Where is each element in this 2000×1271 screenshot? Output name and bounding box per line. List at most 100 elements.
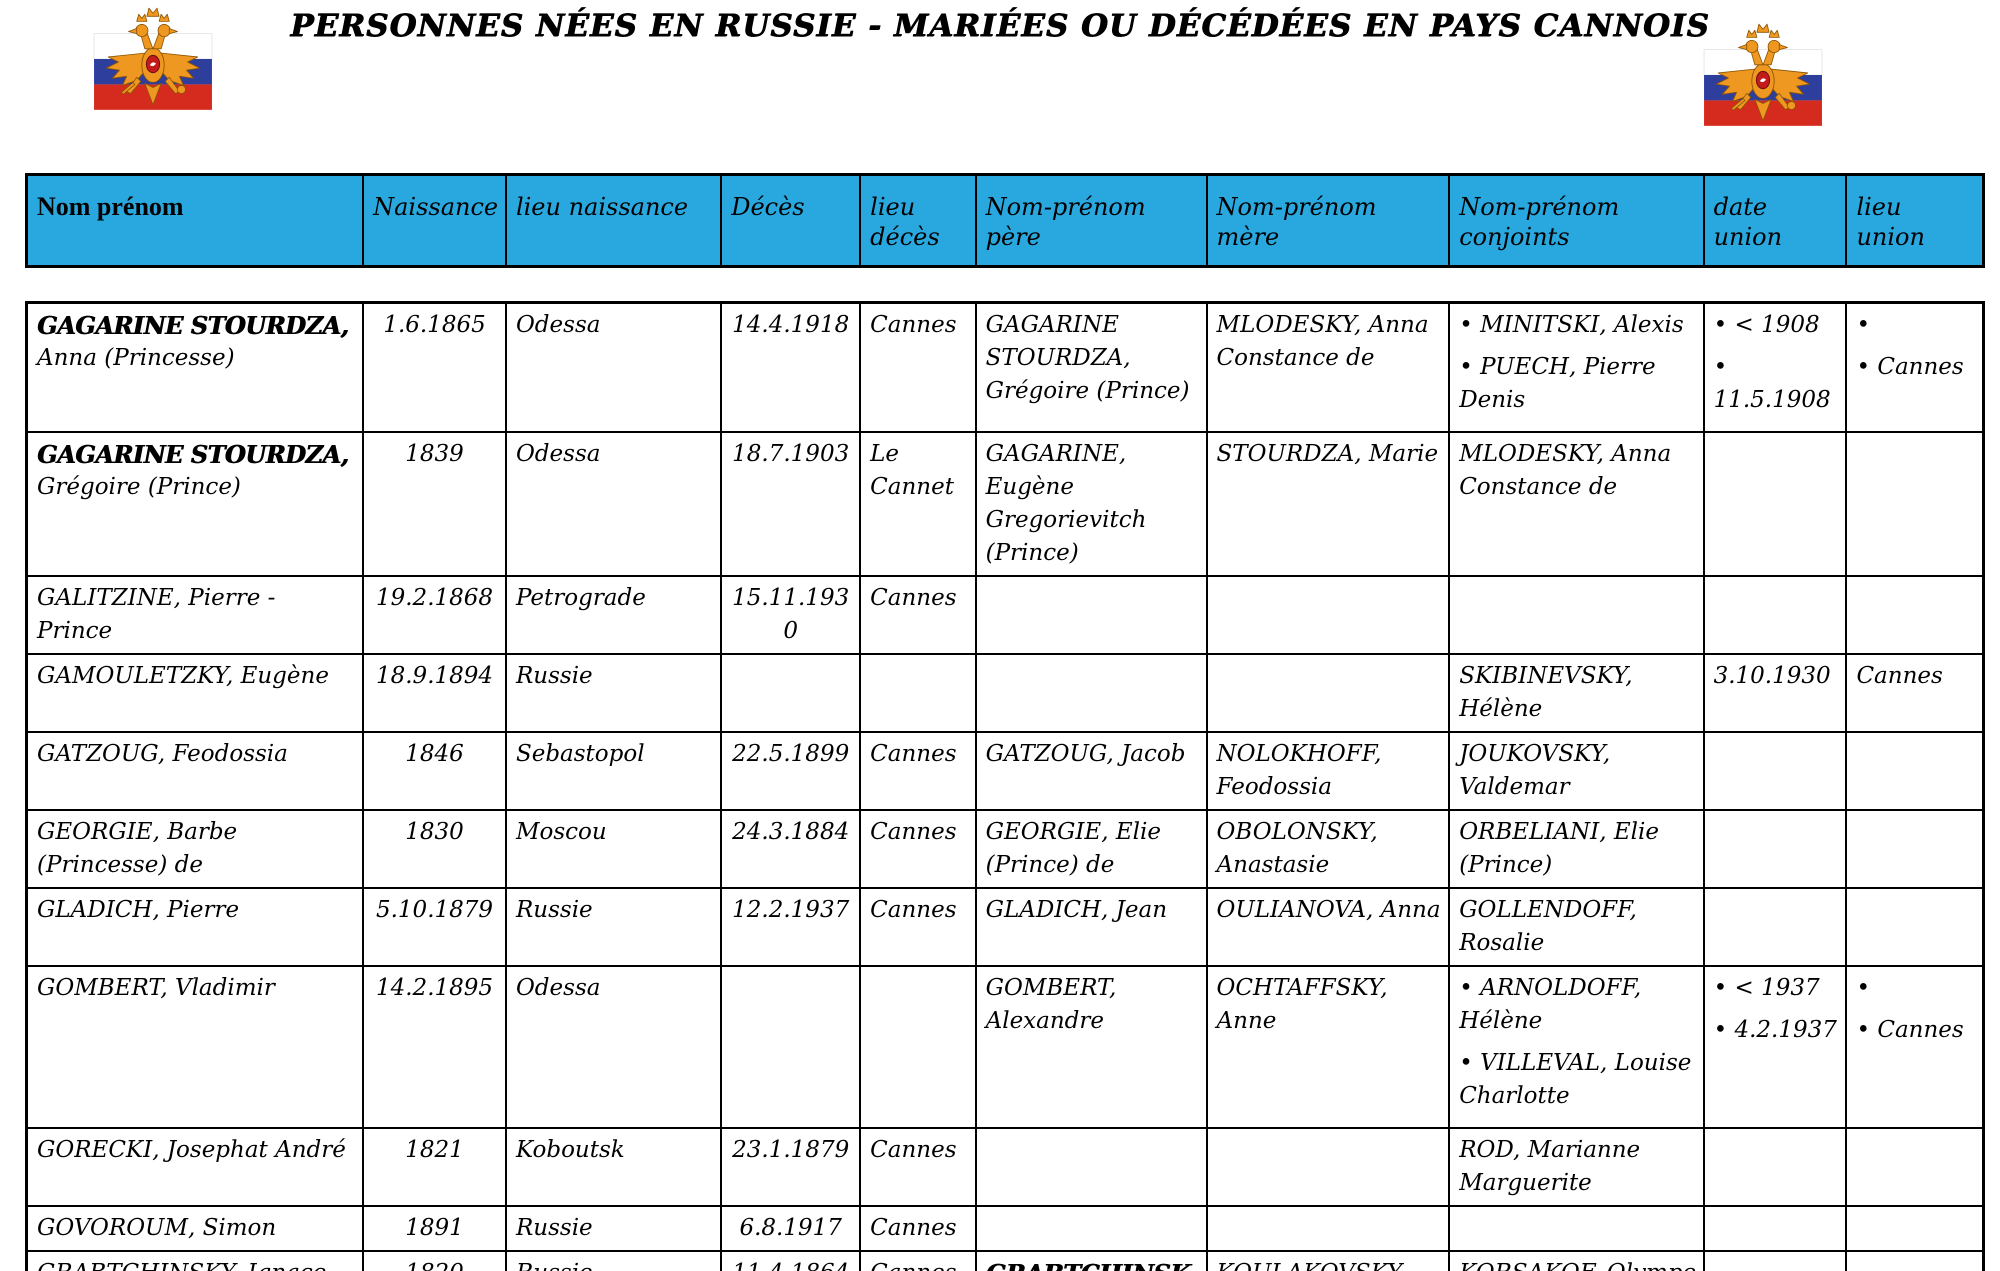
cell-mere: KOULAKOVSKY, Marie: [1205, 1250, 1451, 1271]
cell-deces: 24.3.1884: [720, 809, 862, 889]
naissance-text: 1891: [405, 1215, 464, 1241]
cell-lieu_naissance: Russie: [504, 1205, 723, 1252]
lieu_deces-text: Cannes: [870, 585, 957, 611]
cell-lieu_union: [1845, 809, 1985, 889]
cell-pere: [974, 1127, 1208, 1207]
mere-text: OCHTAFFSKY, Anne: [1216, 975, 1388, 1034]
cell-lieu_union: Cannes: [1845, 301, 1985, 433]
cell-date_union: [1702, 575, 1848, 655]
cell-lieu_deces: [859, 965, 977, 1129]
cell-lieu_deces: Cannes: [859, 887, 977, 967]
conjoints-text: MINITSKI, Alexis: [1459, 309, 1696, 342]
cell-conjoints: [1448, 575, 1705, 655]
lieu_union-text: Cannes: [1856, 1014, 1976, 1047]
cell-deces: [720, 965, 862, 1129]
conjoints-text: JOUKOVSKY, Valdemar: [1459, 741, 1611, 800]
lieu_deces-text: Cannes: [870, 1137, 957, 1163]
table-row: GORECKI, Josephat André 1821 Koboutsk 23.1.…: [25, 1127, 1985, 1207]
cell-pere: GAGARINE STOURDZA, Grégoire (Prince): [974, 301, 1208, 433]
date_union-text: 11.5.1908: [1714, 351, 1840, 417]
cell-conjoints: ORBELIANI, Elie (Prince): [1448, 809, 1705, 889]
russian-imperial-flag-icon: [92, 6, 214, 112]
genealogy-table: GAGARINE STOURDZA, Anna (Princesse) 1.6.18…: [25, 301, 1985, 1271]
mere-text: OBOLONSKY, Anastasie: [1216, 819, 1378, 878]
deces-text: 12.2.1937: [732, 897, 850, 923]
cell-lieu_deces: Cannes: [859, 809, 977, 889]
header-name: Nom prénom: [25, 173, 365, 268]
cell-name: GOMBERT, Vladimir: [25, 965, 365, 1129]
cell-conjoints: SKIBINEVSKY, Hélène: [1448, 653, 1705, 733]
cell-date_union: < 1937 4.2.1937: [1702, 965, 1848, 1129]
cell-naissance: 14.2.1895: [362, 965, 507, 1129]
pere-text: GLADICH, Jean: [985, 897, 1168, 923]
cell-lieu_union: [1845, 431, 1985, 577]
cell-deces: 14.4.1918: [720, 301, 862, 433]
cell-lieu_naissance: Odessa: [504, 965, 723, 1129]
cell-naissance: 1891: [362, 1205, 507, 1252]
cell-mere: [1205, 1127, 1451, 1207]
cell-naissance: 1821: [362, 1127, 507, 1207]
cell-lieu_union: [1845, 1250, 1985, 1271]
cell-lieu_deces: Cannes: [859, 731, 977, 811]
lieu_naissance-text: Koboutsk: [515, 1137, 625, 1163]
cell-lieu_naissance: Moscou: [504, 809, 723, 889]
conjoints-text: KORSAKOF, Olympe: [1459, 1257, 1696, 1271]
header-conjoints: Nom-prénom conjoints: [1448, 173, 1705, 268]
cell-lieu_deces: Cannes: [859, 1205, 977, 1252]
name-text: GAMOULETZKY, Eugène: [37, 663, 329, 689]
name-text: GRABTCHINSKY, Ignace: [37, 1257, 356, 1271]
cell-date_union: [1702, 731, 1848, 811]
name-text: GAGARINE STOURDZA,: [37, 311, 349, 340]
cell-naissance: 1820: [362, 1250, 507, 1271]
cell-conjoints: [1448, 1205, 1705, 1252]
cell-lieu_union: [1845, 1127, 1985, 1207]
lieu_deces-text: Cannes: [870, 312, 957, 338]
cell-lieu_naissance: Russie: [504, 653, 723, 733]
cell-naissance: 1846: [362, 731, 507, 811]
conjoints-text: SKIBINEVSKY, Hélène: [1459, 663, 1633, 722]
cell-lieu_deces: Le Cannet: [859, 431, 977, 577]
cell-name: GLADICH, Pierre: [25, 887, 365, 967]
table-row: GAGARINE STOURDZA, Anna (Princesse) 1.6.18…: [25, 301, 1985, 433]
cell-date_union: [1702, 1127, 1848, 1207]
table-row: GATZOUG, Feodossia 1846 Sebastopol 22.5.189…: [25, 731, 1985, 811]
header-mere: Nom-prénom mère: [1205, 173, 1451, 268]
cell-deces: 22.5.1899: [720, 731, 862, 811]
cell-deces: [720, 653, 862, 733]
table-row: GAMOULETZKY, Eugène 18.9.1894 Russie SKIBIN…: [25, 653, 1985, 733]
mere-text: OULIANOVA, Anna: [1216, 897, 1441, 923]
lieu_union-text: [1856, 972, 1976, 1005]
lieu_naissance-text: Petrograde: [515, 585, 646, 611]
cell-pere: GRABTCHINSKY,Ignace: [974, 1250, 1208, 1271]
cell-lieu_deces: Cannes: [859, 575, 977, 655]
cell-mere: NOLOKHOFF, Feodossia: [1205, 731, 1451, 811]
cell-lieu_deces: Cannes: [859, 301, 977, 433]
pere-text: GATZOUG, Jacob: [985, 741, 1186, 767]
cell-conjoints: ROD, Marianne Marguerite: [1448, 1127, 1705, 1207]
lieu_naissance-text: Odessa: [515, 441, 601, 467]
cell-lieu_deces: Cannes: [859, 1127, 977, 1207]
table-row: GEORGIE, Barbe (Princesse) de 1830 Moscou 2…: [25, 809, 1985, 889]
deces-text: 11.4.1864: [726, 1257, 855, 1271]
cell-deces: 18.7.1903: [720, 431, 862, 577]
deces-text: 24.3.1884: [732, 819, 850, 845]
cell-date_union: 3.10.1930: [1702, 653, 1848, 733]
cell-name: GAGARINE STOURDZA, Anna (Princesse): [25, 301, 365, 433]
table-row: GOVOROUM, Simon 1891 Russie 6.8.1917 Cannes: [25, 1205, 1985, 1252]
cell-deces: 6.8.1917: [720, 1205, 862, 1252]
cell-pere: GATZOUG, Jacob: [974, 731, 1208, 811]
lieu_naissance-text: Russie: [516, 1257, 714, 1271]
name-text: Anna (Princesse): [37, 345, 235, 371]
naissance-text: 5.10.1879: [375, 897, 494, 923]
lieu_deces-text: Cannes: [870, 741, 957, 767]
cell-name: GAGARINE STOURDZA, Grégoire (Prince): [25, 431, 365, 577]
naissance-text: 1.6.1865: [383, 312, 486, 338]
pere-text: GAGARINE, Eugène Gregorievitch (Prince): [985, 441, 1147, 566]
lieu_naissance-text: Odessa: [515, 975, 601, 1001]
naissance-text: 1839: [405, 441, 464, 467]
table-row: GOMBERT, Vladimir 14.2.1895 Odessa GOMBERT,…: [25, 965, 1985, 1129]
cell-deces: 12.2.1937: [720, 887, 862, 967]
cell-pere: [974, 575, 1208, 655]
pere-text: GOMBERT, Alexandre: [985, 975, 1117, 1034]
cell-mere: MLODESKY, Anna Constance de: [1205, 301, 1451, 433]
